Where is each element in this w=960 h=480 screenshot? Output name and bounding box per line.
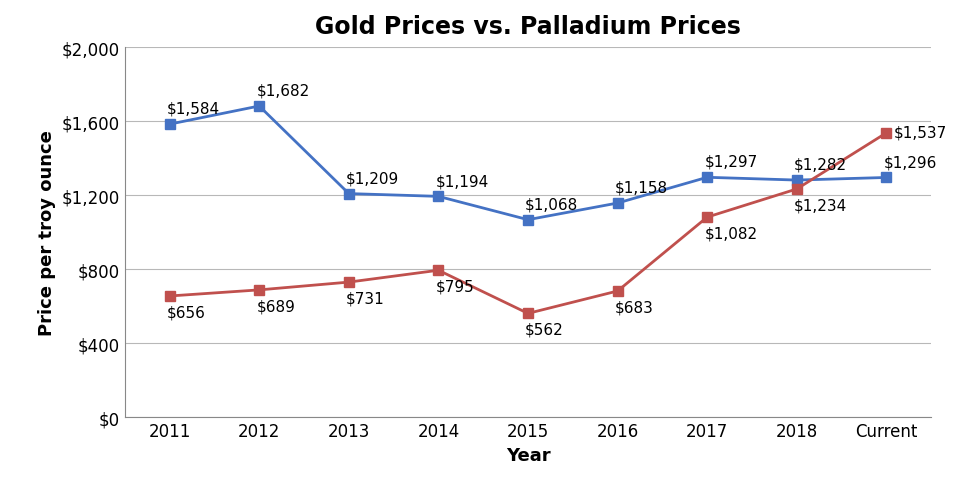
Text: $1,194: $1,194 [436, 174, 489, 189]
Text: $1,068: $1,068 [525, 197, 579, 212]
Text: $1,158: $1,158 [614, 180, 668, 195]
X-axis label: Year: Year [506, 446, 550, 464]
Text: $1,537: $1,537 [894, 125, 947, 140]
Text: $1,296: $1,296 [883, 155, 937, 170]
Text: $1,682: $1,682 [256, 84, 310, 98]
Title: Gold Prices vs. Palladium Prices: Gold Prices vs. Palladium Prices [315, 15, 741, 39]
Text: $656: $656 [167, 305, 205, 320]
Text: $1,282: $1,282 [794, 157, 847, 172]
Text: $683: $683 [614, 300, 654, 315]
Text: $562: $562 [525, 322, 564, 337]
Text: $1,234: $1,234 [794, 198, 848, 213]
Text: $1,584: $1,584 [167, 102, 220, 117]
Text: $731: $731 [346, 291, 385, 306]
Text: $689: $689 [256, 299, 296, 313]
Text: $795: $795 [436, 279, 474, 294]
Text: $1,209: $1,209 [346, 171, 399, 186]
Y-axis label: Price per troy ounce: Price per troy ounce [38, 130, 56, 336]
Text: $1,082: $1,082 [705, 226, 757, 241]
Text: $1,297: $1,297 [705, 155, 757, 169]
